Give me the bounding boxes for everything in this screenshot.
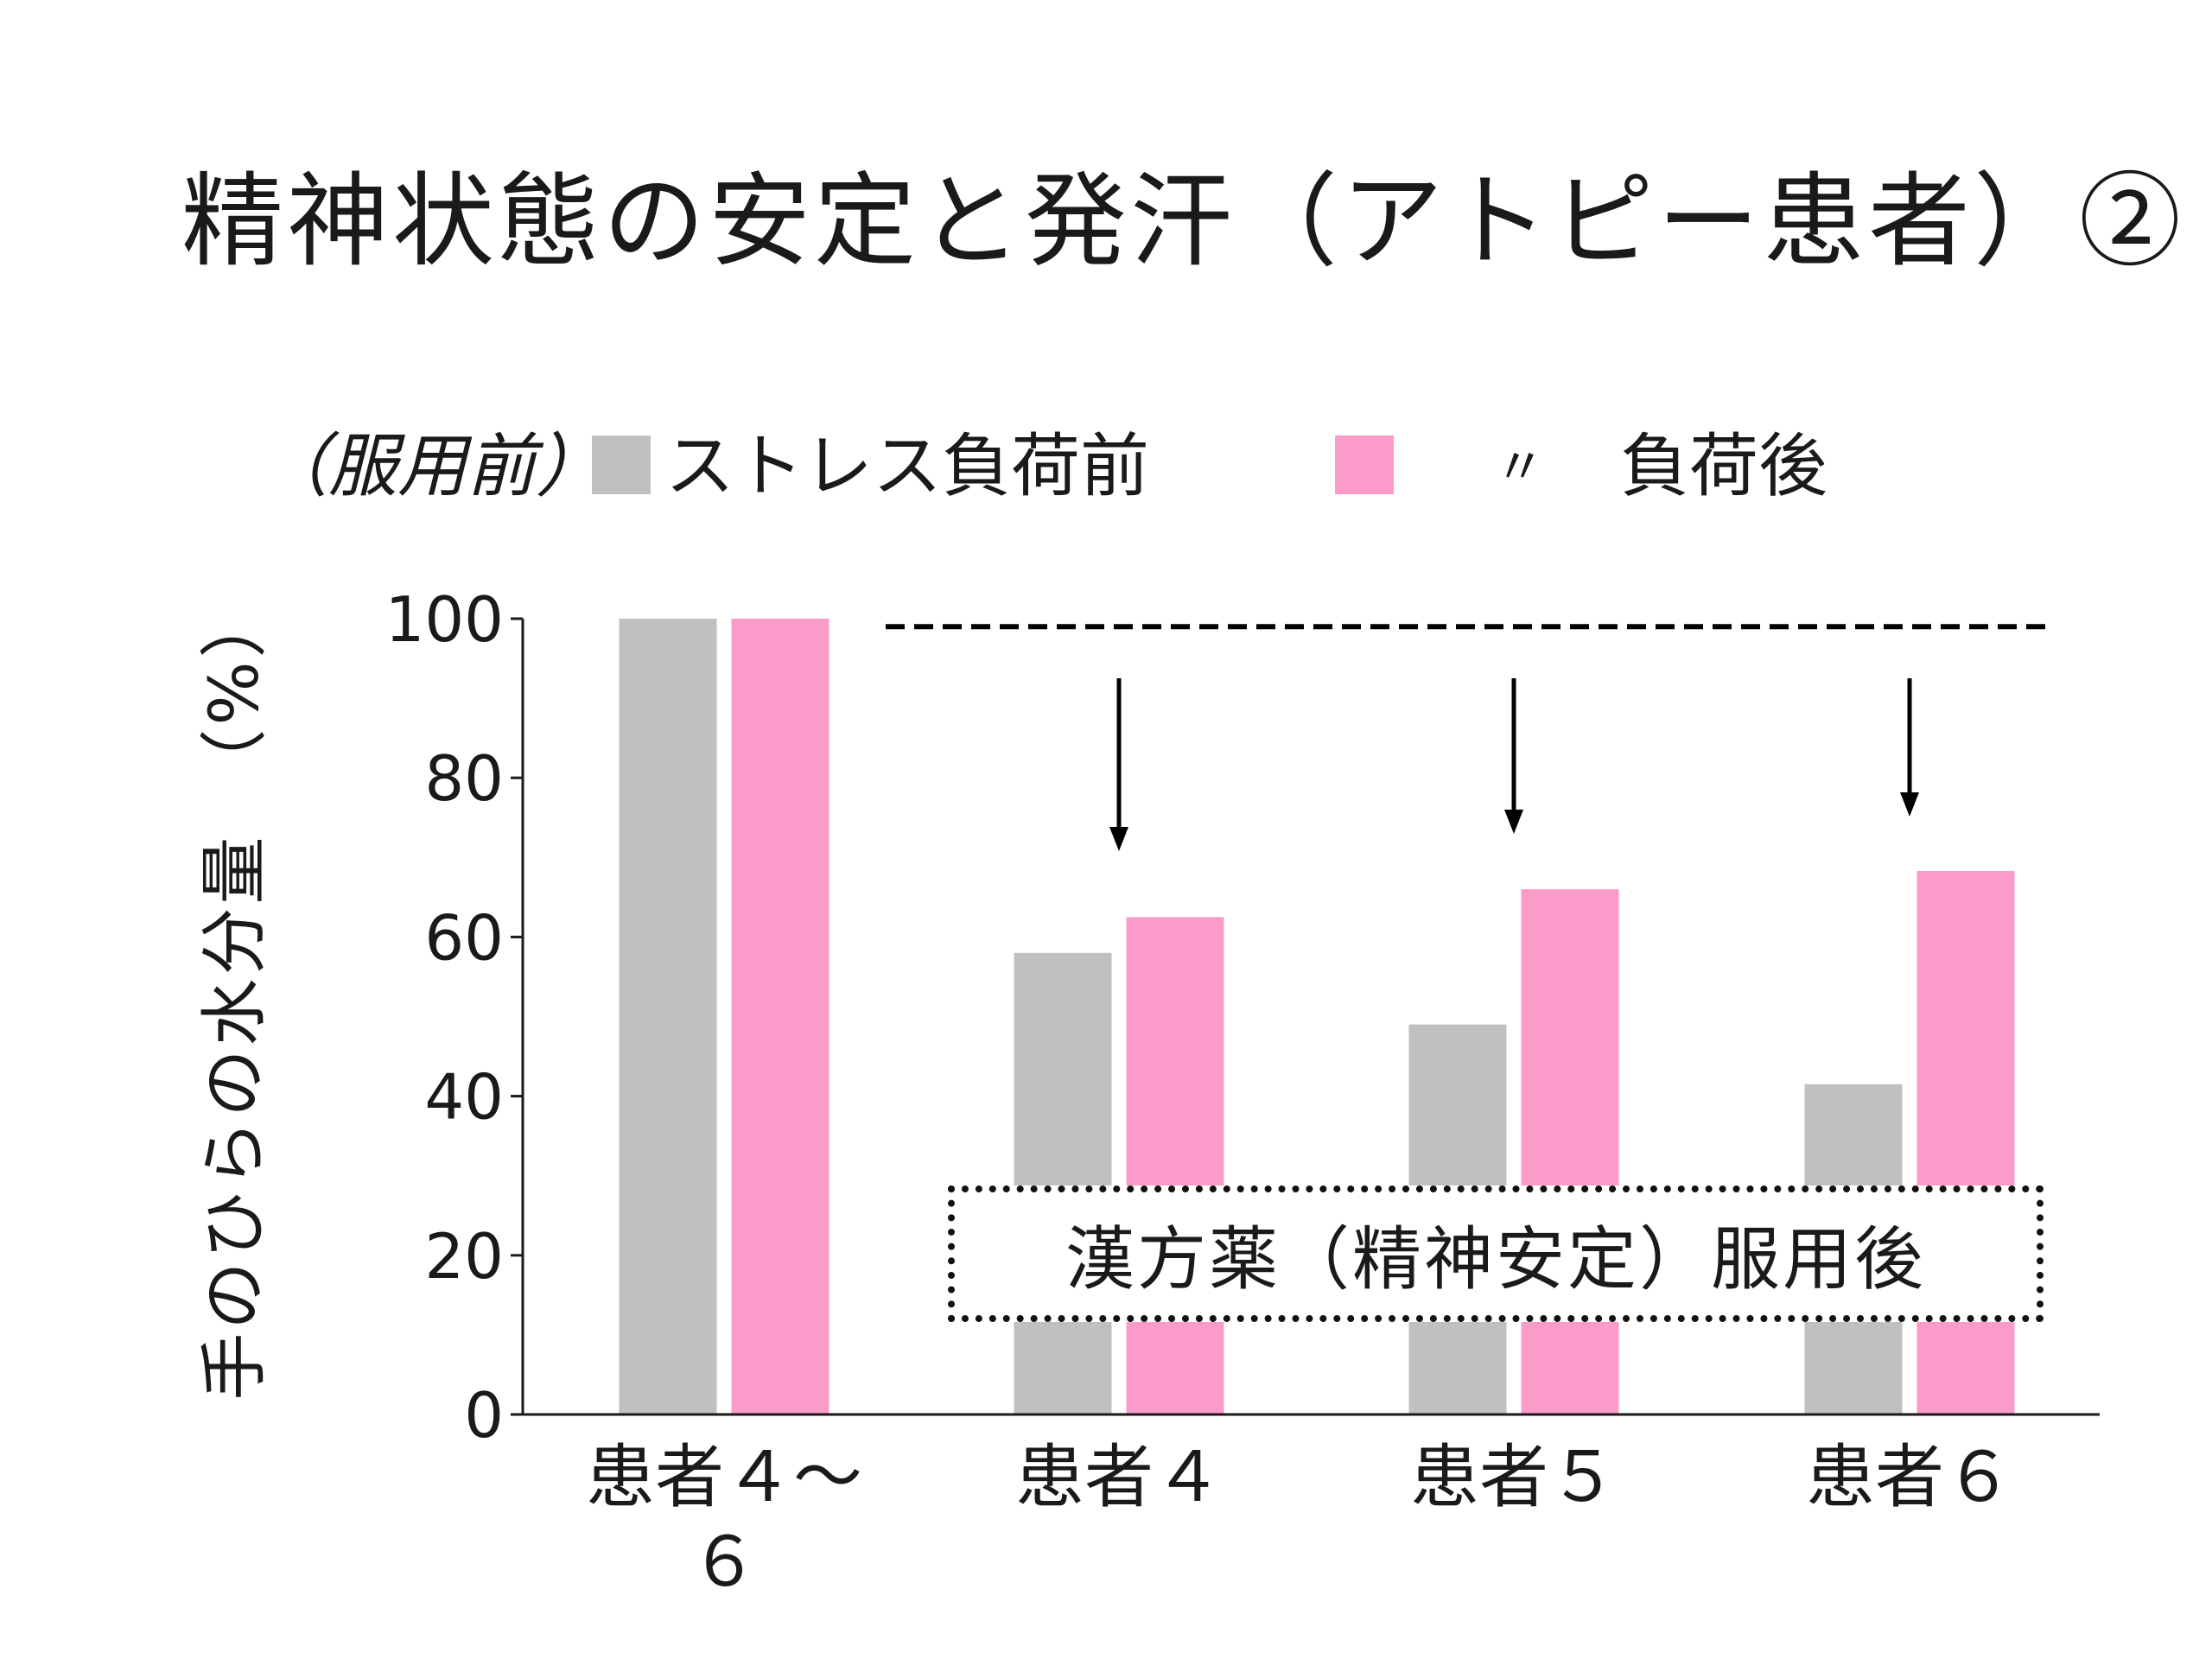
bar-after-1 bbox=[731, 619, 830, 1414]
y-tick-label-60: 60 bbox=[424, 901, 504, 974]
bar-before-1 bbox=[619, 619, 717, 1414]
callout-box: 漢方薬（精神安定）服用後 bbox=[948, 1185, 2044, 1322]
arrow-head-4 bbox=[1900, 792, 1919, 817]
x-tick-label-3: 患者５ bbox=[1410, 1437, 1618, 1517]
legend-swatch-after bbox=[1335, 435, 1394, 494]
y-tick-label-100: 100 bbox=[385, 583, 504, 656]
x-tick-label-1-line2: ６ bbox=[690, 1522, 759, 1602]
legend-prefix: （服用前） bbox=[259, 426, 605, 506]
legend-label-after: 負荷後 bbox=[1620, 426, 1827, 506]
chart-legend: （服用前） ストレス負荷前 〃 負荷後 bbox=[259, 423, 1987, 510]
y-tick-label-20: 20 bbox=[424, 1220, 504, 1293]
y-tick-label-40: 40 bbox=[424, 1061, 504, 1134]
bar-after-4 bbox=[1916, 870, 2015, 1414]
legend-ditto-mark: 〃 bbox=[1495, 437, 1546, 496]
callout-text: 漢方薬（精神安定）服用後 bbox=[1065, 1219, 1926, 1300]
x-tick-label-4: 患者６ bbox=[1806, 1437, 2013, 1517]
bar-before-2 bbox=[1014, 952, 1112, 1414]
legend-label-before: ストレス負荷前 bbox=[665, 426, 1149, 506]
y-tick-label-80: 80 bbox=[424, 742, 504, 815]
bar-after-3 bbox=[1521, 889, 1619, 1414]
slide-title: 精神状態の安定と発汗（アトピー患者）② bbox=[181, 162, 2185, 281]
arrow-head-3 bbox=[1504, 810, 1523, 834]
arrow-head-2 bbox=[1109, 827, 1128, 851]
x-tick-label-1: 患者４～ bbox=[586, 1437, 862, 1517]
x-tick-label-2: 患者４ bbox=[1015, 1437, 1223, 1517]
bar-after-2 bbox=[1126, 917, 1224, 1414]
legend-swatch-before bbox=[592, 435, 651, 494]
y-tick-label-0: 0 bbox=[464, 1379, 504, 1452]
